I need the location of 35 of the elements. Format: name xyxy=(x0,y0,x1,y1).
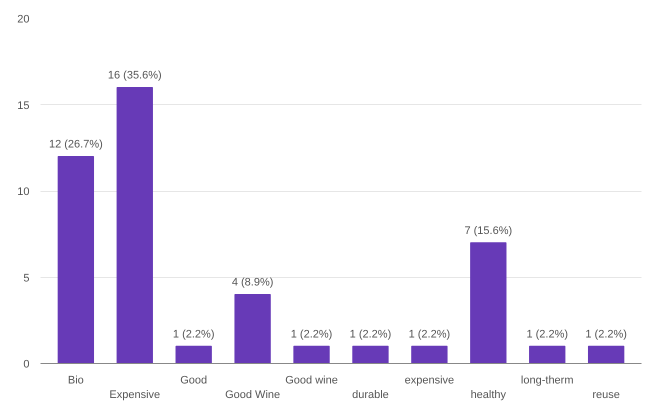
x-tick-label: Good xyxy=(180,374,208,386)
data-label: 1 (2.2%) xyxy=(585,328,627,340)
data-label: 1 (2.2%) xyxy=(408,328,450,340)
bar xyxy=(176,346,212,364)
x-tick-label: Good wine xyxy=(285,374,338,386)
data-label: 16 (35.6%) xyxy=(108,70,162,82)
y-tick-label: 10 xyxy=(17,186,30,198)
x-tick-label: expensive xyxy=(404,374,454,386)
bar xyxy=(293,346,330,364)
y-tick-label: 0 xyxy=(23,358,30,370)
bar xyxy=(470,242,506,364)
data-label: 1 (2.2%) xyxy=(526,328,568,340)
data-label: 1 (2.2%) xyxy=(350,328,392,340)
x-tick-label: healthy xyxy=(470,388,507,401)
bar xyxy=(588,346,624,364)
bar xyxy=(116,87,153,364)
data-label: 1 (2.2%) xyxy=(172,328,214,340)
x-tick-label: reuse xyxy=(592,388,620,401)
x-tick-label: Good Wine xyxy=(225,388,280,401)
bar xyxy=(234,294,271,364)
x-tick-label: Bio xyxy=(68,374,84,386)
bar xyxy=(411,346,448,364)
data-label: 4 (8.9%) xyxy=(232,276,274,288)
x-tick-label: durable xyxy=(352,388,389,401)
y-tick-label: 15 xyxy=(17,100,30,112)
y-tick-label: 20 xyxy=(17,14,30,26)
data-label: 1 (2.2%) xyxy=(290,328,332,340)
bar xyxy=(529,346,566,364)
bar xyxy=(58,156,94,364)
data-label: 12 (26.7%) xyxy=(48,138,103,150)
data-label: 7 (15.6%) xyxy=(464,224,512,237)
y-tick-label: 5 xyxy=(23,272,30,284)
x-tick-label: Expensive xyxy=(109,388,160,401)
bar xyxy=(352,346,389,364)
x-tick-label: long-therm xyxy=(520,374,574,386)
